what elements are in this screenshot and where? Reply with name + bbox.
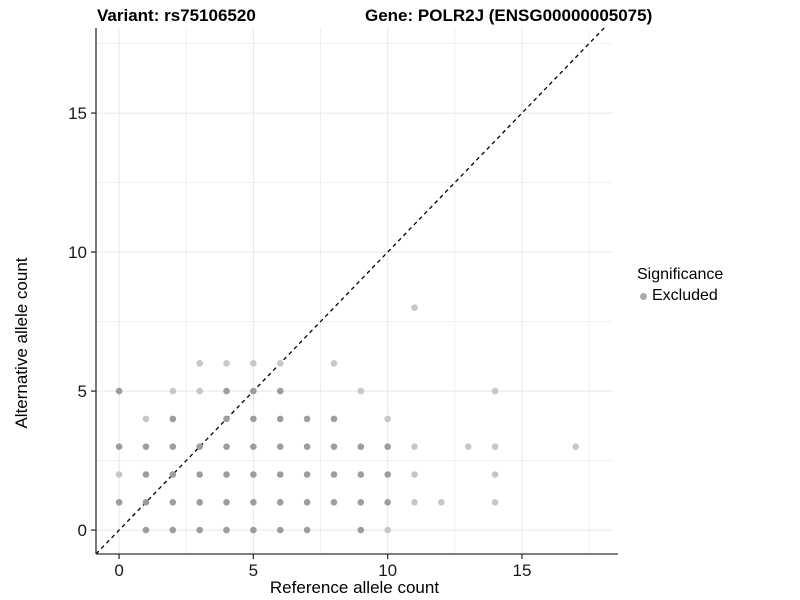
data-point [276, 443, 284, 450]
data-point [384, 498, 391, 506]
data-point [572, 443, 579, 450]
x-tick-label: 10 [378, 561, 397, 580]
data-point [411, 471, 418, 478]
data-point [330, 443, 338, 450]
data-point [411, 498, 418, 506]
data-point [303, 415, 311, 423]
data-point [142, 471, 150, 478]
data-point [169, 526, 177, 534]
data-point [223, 471, 230, 478]
data-point [491, 387, 499, 395]
data-point [250, 443, 257, 450]
data-point [169, 415, 177, 423]
data-point [384, 443, 391, 450]
data-point [330, 415, 338, 423]
data-point [115, 471, 123, 478]
data-point [250, 415, 257, 423]
data-point [223, 498, 230, 506]
x-tick-label: 0 [114, 561, 123, 580]
plot-title-gene: Gene: POLR2J (ENSG00000005075) [365, 6, 653, 25]
data-point [142, 443, 150, 450]
data-point [250, 526, 257, 534]
data-point [196, 498, 203, 506]
data-point [196, 471, 203, 478]
data-point [276, 359, 284, 367]
data-point [464, 443, 472, 450]
plot-title-variant: Variant: rs75106520 [97, 6, 256, 25]
data-point [491, 443, 499, 450]
y-axis-label: Alternative allele count [12, 257, 31, 429]
data-point [142, 415, 150, 423]
data-point [142, 526, 150, 534]
data-point [357, 526, 365, 534]
data-point [303, 443, 311, 450]
data-point [196, 443, 203, 450]
y-tick-label: 10 [68, 243, 87, 262]
legend-title: Significance [637, 266, 724, 283]
data-point [250, 387, 257, 395]
x-tick-label: 5 [249, 561, 258, 580]
data-point [276, 498, 284, 506]
x-tick-label: 15 [512, 561, 531, 580]
data-point [276, 526, 284, 534]
data-point [115, 443, 123, 450]
data-point [303, 526, 311, 534]
data-point [223, 387, 230, 395]
legend-point-icon [640, 292, 647, 300]
y-tick-label: 15 [68, 104, 87, 123]
data-point [357, 443, 365, 450]
data-point [223, 443, 230, 450]
data-point [384, 526, 391, 534]
data-point [491, 498, 499, 506]
legend-entry-label: Excluded [652, 287, 718, 304]
data-point [115, 387, 123, 395]
data-point [196, 359, 203, 367]
data-point [223, 526, 230, 534]
data-point [357, 498, 365, 506]
data-point [196, 526, 203, 534]
data-point [491, 471, 499, 478]
legend: Significance Excluded [637, 266, 723, 305]
data-point [384, 471, 391, 478]
data-point [196, 387, 203, 395]
data-point [223, 415, 230, 423]
x-axis-label: Reference allele count [269, 578, 440, 597]
data-point [142, 498, 150, 506]
data-point [250, 359, 257, 367]
y-tick-label: 0 [78, 521, 87, 540]
data-point [357, 471, 365, 478]
y-tick-label: 5 [78, 382, 87, 401]
data-point [303, 471, 311, 478]
data-point [169, 471, 177, 478]
data-point [169, 387, 177, 395]
data-point [330, 471, 338, 478]
data-point [330, 498, 338, 506]
data-point [384, 415, 391, 423]
data-point [357, 387, 365, 395]
data-point [169, 443, 177, 450]
data-point [276, 471, 284, 478]
data-point [115, 498, 123, 506]
data-point [250, 498, 257, 506]
data-point [250, 471, 257, 478]
identity-reference-line [95, 27, 605, 555]
data-point [276, 415, 284, 423]
data-point [411, 443, 418, 450]
data-point [169, 498, 177, 506]
data-point [303, 498, 311, 506]
data-point [411, 304, 418, 311]
data-point [438, 498, 445, 506]
legend-entry-excluded: Excluded [637, 287, 723, 305]
data-point [330, 359, 338, 367]
data-point [276, 387, 284, 395]
data-point [223, 359, 230, 367]
